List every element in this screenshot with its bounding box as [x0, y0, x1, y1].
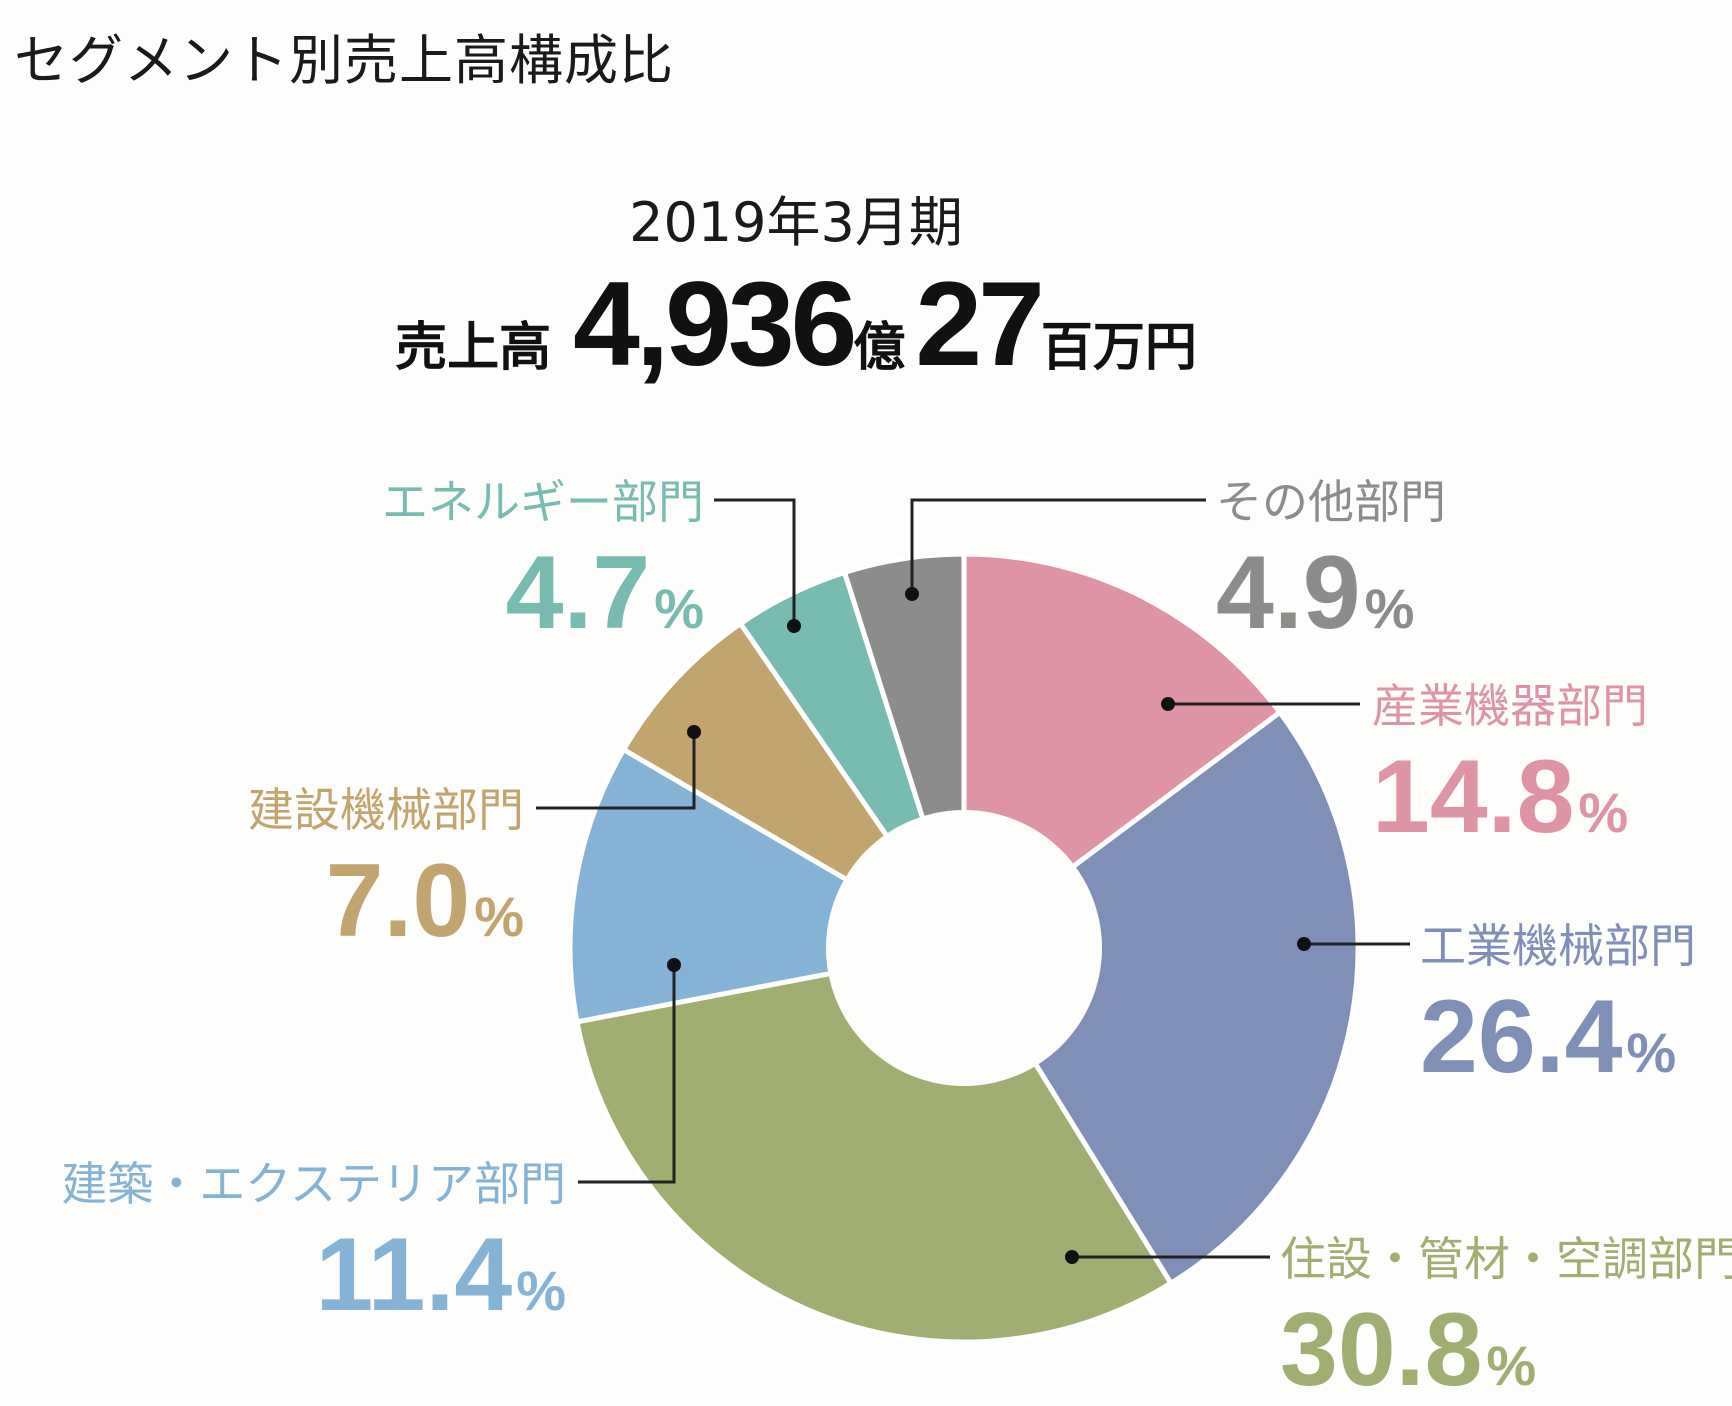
page-title: セグメント別売上高構成比	[14, 29, 674, 92]
segment-percent-6: 4.7%	[506, 535, 704, 651]
segment-percent-2: 26.4%	[1420, 979, 1676, 1095]
segment-percent-5: 7.0%	[326, 843, 524, 959]
donut-slice-2	[960, 708, 1361, 1287]
segment-label-3: 住設・管材・空調部門	[1280, 1232, 1732, 1286]
sales-oku-unit: 億	[853, 318, 906, 378]
slice-labels: 産業機器部門 14.8% 工業機械部門 26.4% 住設・管材・空調部門 30.8% 建築・…	[61, 475, 1732, 1406]
leader-dot-7	[905, 587, 919, 601]
sales-total: 売上高 4,936億27百万円	[0, 255, 1732, 393]
sales-label: 売上高	[395, 318, 552, 378]
sales-hyakuman-value: 27	[915, 257, 1044, 391]
segment-label-5: 建設機械部門	[248, 783, 524, 837]
leader-line-6	[714, 498, 796, 626]
segment-percent-7: 4.9%	[1216, 535, 1414, 651]
leader-dot-5	[687, 725, 701, 739]
segment-percent-1: 14.8%	[1372, 739, 1628, 855]
segment-percent-4: 11.4%	[316, 1217, 566, 1333]
segment-label-4: 建築・エクステリア部門	[61, 1157, 566, 1211]
leader-line-7	[910, 498, 1206, 594]
leader-dot-6	[787, 619, 801, 633]
leader-line-4	[578, 965, 676, 1184]
donut-hole	[826, 810, 1102, 1086]
segment-label-2: 工業機械部門	[1420, 919, 1696, 973]
leader-dot-1	[1161, 697, 1175, 711]
fiscal-period: 2019年3月期	[629, 191, 963, 254]
segment-label-1: 産業機器部門	[1372, 679, 1648, 733]
leader-dot-2	[1297, 937, 1311, 951]
segment-percent-3: 30.8%	[1280, 1292, 1536, 1406]
sales-oku-value: 4,936	[573, 257, 857, 391]
segment-label-7: その他部門	[1216, 475, 1446, 529]
leader-dot-3	[1065, 1250, 1079, 1264]
leader-dot-4	[667, 958, 681, 972]
segment-label-6: エネルギー部門	[382, 475, 704, 529]
leader-line-5	[536, 732, 696, 810]
sales-hyakuman-unit: 百万円	[1040, 318, 1197, 378]
leader-lines	[536, 498, 1410, 1264]
